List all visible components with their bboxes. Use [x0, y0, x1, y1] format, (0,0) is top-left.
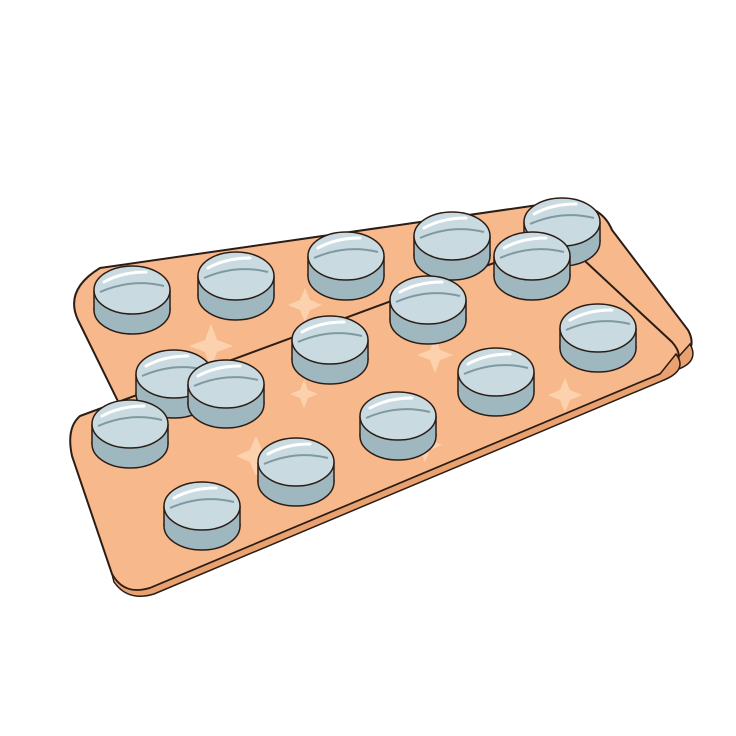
pill: [90, 398, 170, 470]
pill: [388, 274, 468, 346]
pill: [196, 250, 276, 322]
pill: [92, 264, 172, 336]
front-blister-edge: [111, 352, 681, 597]
pill: [558, 302, 638, 374]
pill: [186, 358, 266, 430]
pill: [162, 480, 242, 552]
pill: [306, 230, 386, 302]
pill: [456, 346, 536, 418]
pill: [358, 390, 438, 462]
pill: [256, 436, 336, 508]
pill: [492, 230, 572, 302]
pill: [412, 210, 492, 282]
pill: [290, 314, 370, 386]
